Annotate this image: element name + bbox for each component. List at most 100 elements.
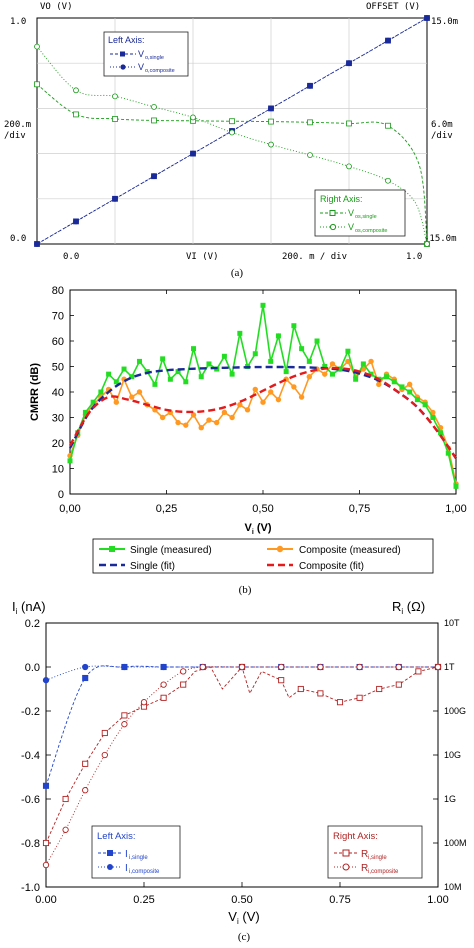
panel-b-point-single <box>314 338 320 344</box>
panel-a-point <box>73 111 79 118</box>
panel-b-point-composite <box>198 425 204 431</box>
panel-c-xtick-label: 0.75 <box>329 894 350 906</box>
panel-c-ytick-right-label: 10G <box>444 750 461 760</box>
panel-a-legend-left-sub-1: o,single <box>145 55 164 61</box>
panel-a-left-bottom: 0.0 <box>10 234 26 244</box>
panel-a-point <box>268 105 274 112</box>
panel-c-legend-left-sub-1: i,single <box>129 855 148 861</box>
panel-b-ytick-label: 80 <box>52 285 64 297</box>
panel-b-legend-box <box>92 538 434 574</box>
panel-a-point <box>190 150 196 157</box>
panel-a-legend-left-marker-1 <box>120 51 125 57</box>
panel-c-point <box>278 677 285 684</box>
panel-c-series <box>42 663 442 869</box>
panel-b-point-composite <box>329 361 336 367</box>
panel-a-x-right: 1.0 <box>406 252 422 262</box>
panel-b-point-single <box>113 379 119 385</box>
panel-b-point-single <box>275 333 281 339</box>
panel-c-xlabel-unit: (V) <box>242 909 259 924</box>
panel-c-legend-right-marker-1 <box>342 849 350 857</box>
panel-b-point-single <box>438 430 444 436</box>
panel-c-point <box>82 674 89 682</box>
panel-b-point-composite <box>213 419 220 426</box>
panel-b-point-single <box>407 389 413 395</box>
panel-c-ytick-right-label: 10M <box>444 882 462 892</box>
panel-c-xlabel-sub: i <box>237 917 239 926</box>
panel-c-legend-right-item-1: R <box>361 849 368 860</box>
panel-c-point <box>42 839 50 847</box>
panel-b-label: (b) <box>239 584 252 596</box>
panel-b-point-composite <box>237 402 243 408</box>
panel-b-point-single <box>252 351 258 357</box>
panel-b-point-single <box>399 384 405 390</box>
panel-a-chart: VO (V) OFFSET (V) 1.0 200.m /div 0.0 15.… <box>4 2 458 279</box>
panel-a-point <box>112 93 118 100</box>
panel-c-legend-right-sub-2: i,composite <box>368 869 399 875</box>
panel-b-fit-line <box>68 366 457 459</box>
panel-b-point-single <box>453 483 459 489</box>
panel-a-point <box>385 37 391 44</box>
panel-a-point <box>151 117 157 124</box>
panel-b-point-composite <box>252 386 258 393</box>
panel-b-point-single <box>106 371 112 377</box>
panel-b-point-composite <box>376 381 382 388</box>
panel-b-legend-marker-1 <box>109 546 115 552</box>
panel-c-ticks: -1.0 -0.8 -0.6 -0.4 -0.2 0.0 0.2 10M 100M 1G 10G 10… <box>21 618 466 906</box>
panel-c-point <box>356 663 363 671</box>
panel-b-xlabel-sub: i <box>252 529 254 536</box>
panel-b-point-single <box>283 369 289 375</box>
panel-b-point-composite <box>175 419 181 426</box>
panel-c-point <box>356 694 363 701</box>
panel-c-legend-left-title: Left Axis: <box>97 831 136 842</box>
panel-a-point <box>73 218 79 225</box>
panel-b-point-single <box>183 379 189 385</box>
panel-c-ytick-right-label: 100G <box>444 706 466 716</box>
panel-b-point-single <box>237 330 243 336</box>
panel-a-left-mid: 200.m <box>4 120 31 130</box>
panel-b-point-single <box>136 358 142 364</box>
panel-b-point-single <box>221 353 227 359</box>
panel-b-ytick-label: 50 <box>52 362 64 374</box>
panel-a-legend-left-title: Left Axis: <box>108 35 145 45</box>
panel-b-ticks: 0 10 20 30 40 50 60 70 80 0,00 0,25 0,50 0,75 1,00 <box>52 285 467 515</box>
panel-b-point-composite <box>260 399 266 405</box>
panel-b-point-single <box>384 374 390 380</box>
panel-c-point <box>297 685 304 693</box>
panel-b-xtick-label: 0,50 <box>252 503 273 515</box>
panel-b-ytick-label: 20 <box>52 438 64 450</box>
panel-c-legend-left-item-2: I <box>125 863 128 874</box>
panel-b-point-composite <box>298 394 305 400</box>
panel-b-xtick-label: 0,75 <box>349 503 370 515</box>
panel-a-point <box>385 177 391 184</box>
panel-c-point <box>376 685 383 693</box>
panel-c-series-line <box>45 666 439 844</box>
panel-b-point-single <box>82 409 88 415</box>
panel-a-point <box>73 87 79 94</box>
panel-b-chart: 0 10 20 30 40 50 60 70 80 0,00 0,25 0,50 0,75 1,00 CM… <box>29 285 467 596</box>
panel-b-point-single <box>360 361 366 367</box>
panel-b-xlabel-v: V <box>244 522 252 534</box>
panel-c-ylabel-left: Ii (nA) <box>12 599 46 616</box>
panel-c-ylabel-left-sub: i <box>16 607 18 616</box>
panel-b-xlabel-unit: (V) <box>257 522 272 534</box>
panel-a-point <box>151 103 157 110</box>
panel-c-point <box>278 663 285 671</box>
panel-a-legend-left: Left Axis: V o,single V o,composite <box>103 31 189 77</box>
panel-b-ytick-label: 10 <box>52 464 64 476</box>
panel-a-legend-right: Right Axis: V os,single V os,composite <box>314 189 406 237</box>
panel-a-legend-right-sub-1: os,single <box>355 214 377 220</box>
panel-a-legend-right-sub-2: os,composite <box>355 228 387 234</box>
panel-b-point-composite <box>206 417 212 423</box>
panel-b-series <box>67 302 459 489</box>
panel-b-point-single <box>90 399 96 405</box>
panel-a-left-header: VO (V) <box>40 2 73 12</box>
panel-b-point-composite <box>136 389 143 395</box>
panel-c-point <box>336 699 344 706</box>
panel-a-label: (a) <box>231 267 244 279</box>
panel-c-ytick-left-label: -0.2 <box>21 706 40 718</box>
panel-b-point-composite <box>190 412 197 418</box>
panel-c-point <box>317 663 324 671</box>
panel-a-right-header: OFFSET (V) <box>366 2 420 12</box>
panel-b-point-composite <box>345 358 351 365</box>
panel-b-point-single <box>322 364 328 369</box>
